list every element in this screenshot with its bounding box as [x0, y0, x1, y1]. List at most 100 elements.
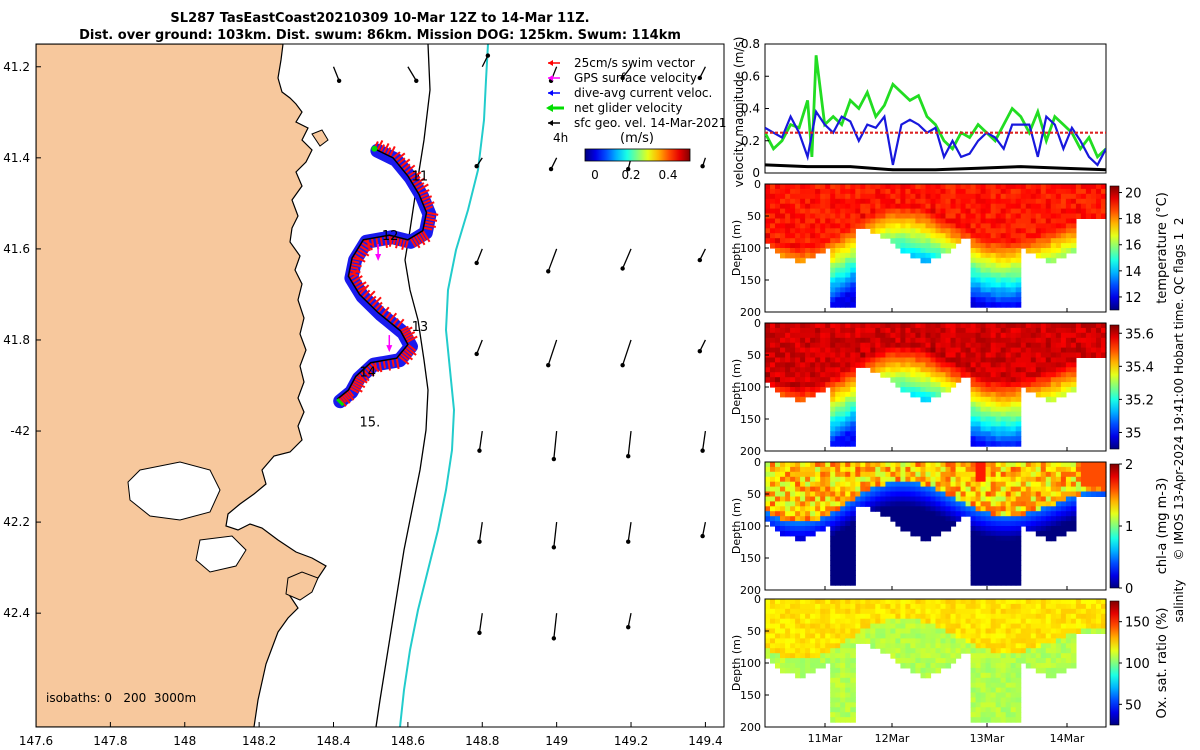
section-cell [960, 481, 967, 488]
section-cell [1065, 638, 1072, 644]
section-cell [1020, 352, 1027, 358]
section-cell [1025, 643, 1032, 649]
section-cell [895, 372, 901, 378]
section-cell [1000, 297, 1007, 303]
section-cell [825, 193, 831, 200]
section-cell [1060, 511, 1067, 517]
section-cell [810, 372, 816, 378]
section-cell [970, 545, 977, 552]
section-cell [985, 486, 992, 493]
section-cell [1020, 501, 1027, 507]
section-cell [900, 653, 906, 659]
section-cell [845, 476, 851, 483]
section-cell [820, 332, 826, 339]
section-cell [1010, 496, 1017, 502]
section-cell [1000, 347, 1007, 354]
section-cell [825, 506, 831, 512]
section-cell [1080, 608, 1087, 615]
section-cell [925, 327, 932, 334]
section-cell [940, 362, 947, 368]
section-cell [945, 347, 952, 354]
section-cell [925, 208, 932, 215]
section-cell [970, 623, 977, 630]
section-cell [995, 203, 1002, 210]
section-cell [920, 198, 927, 205]
section-cell [930, 362, 937, 368]
section-cell [990, 623, 997, 630]
section-cell [1070, 496, 1077, 502]
section-cell [825, 501, 831, 507]
section-cell [1050, 223, 1057, 229]
section-cell [1096, 623, 1102, 630]
section-cell [820, 633, 826, 639]
section-cell [770, 367, 776, 373]
section-cell [1050, 672, 1057, 679]
section-cell [945, 243, 952, 249]
section-cell [995, 526, 1002, 532]
section-cell [830, 613, 836, 620]
section-cell [845, 575, 851, 581]
section-cell [865, 628, 871, 634]
section-cell [945, 506, 952, 512]
section-cell [1055, 391, 1062, 398]
section-cell [970, 198, 977, 205]
section-cell [980, 535, 987, 542]
section-cell [810, 486, 816, 493]
section-cell [780, 188, 786, 195]
svg-text:net glider velocity: net glider velocity [574, 101, 682, 115]
section-cell [1010, 565, 1017, 571]
section-cell [1010, 638, 1017, 644]
section-cell [770, 599, 776, 605]
section-cell [885, 367, 891, 373]
swim-vector [388, 312, 398, 323]
section-cell [1005, 682, 1012, 689]
section-cell [820, 481, 826, 488]
section-cell [920, 233, 927, 239]
section-cell [880, 496, 886, 502]
section-cell [830, 530, 836, 537]
section-cell [905, 486, 911, 493]
section-cell [845, 282, 851, 288]
section-cell [905, 603, 911, 610]
section-cell [845, 618, 851, 625]
section-cell [790, 387, 796, 393]
section-cell [795, 667, 801, 674]
section-cell [1015, 511, 1022, 517]
section-cell [1020, 638, 1027, 644]
section-cell [950, 213, 957, 219]
section-cell [785, 391, 791, 398]
section-cell [985, 367, 992, 373]
section-cell [810, 667, 816, 674]
section-cell [850, 367, 856, 373]
swim-vector [421, 230, 431, 243]
section-cell [770, 357, 776, 363]
section-cell [990, 193, 997, 200]
section-cell [925, 535, 932, 542]
section-cell [820, 471, 826, 478]
section-cell [780, 658, 786, 664]
section-cell [1070, 203, 1077, 210]
section-cell [985, 608, 992, 615]
section-cell [1020, 342, 1027, 349]
swim-vector [412, 177, 426, 187]
section-cell [945, 342, 952, 349]
swim-vector [397, 157, 406, 165]
section-cell [1035, 618, 1042, 625]
section-cell [815, 198, 821, 205]
section-cell [1065, 184, 1072, 190]
section-cell [795, 243, 801, 249]
section-cell [1085, 486, 1092, 493]
section-cell [975, 682, 982, 689]
section-cell [945, 603, 952, 610]
section-cell [890, 628, 896, 634]
section-cell [830, 347, 836, 354]
section-cell [945, 387, 952, 393]
section-cell [1050, 377, 1057, 383]
section-cell [830, 575, 836, 581]
section-cell [775, 466, 781, 473]
section-cell [950, 193, 957, 200]
map-legend: 25cm/s swim vector GPS surface velocity … [546, 56, 726, 182]
section-cell [785, 387, 791, 393]
section-cell [970, 486, 977, 493]
section-cell [835, 623, 841, 630]
